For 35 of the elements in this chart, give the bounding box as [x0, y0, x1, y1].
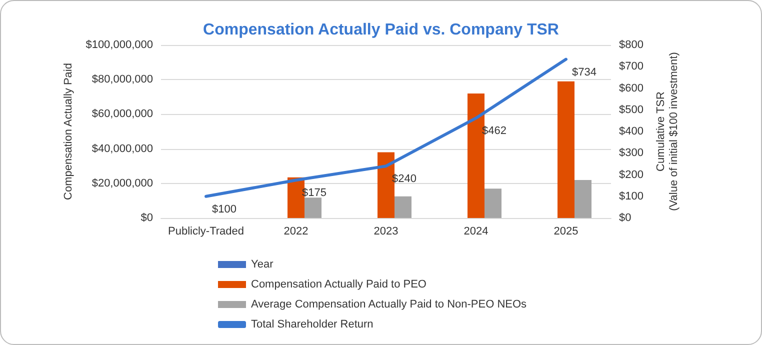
legend-label: Total Shareholder Return: [251, 318, 374, 330]
y-axis-title: Compensation Actually Paid: [62, 63, 74, 200]
y-tick-label: $20,000,000: [92, 177, 153, 190]
bar: [484, 188, 502, 218]
y-tick-label: $40,000,000: [92, 142, 153, 155]
bar: [394, 196, 412, 218]
y2-tick-label: $400: [619, 126, 644, 138]
y2-tick-label: $200: [619, 168, 644, 181]
data-label: $734: [572, 66, 596, 78]
y2-tick-label: $0: [619, 212, 632, 224]
data-label: $100: [212, 203, 236, 216]
legend-label: Year: [251, 258, 274, 270]
y2-axis-title: Cumulative TSR (Value of initial $100 investment): [654, 52, 680, 211]
x-tick-label: 2025: [554, 226, 578, 238]
x-tick-label: Publicly-Traded: [168, 226, 244, 238]
legend-label: Compensation Actually Paid to PEO: [251, 278, 427, 290]
y-tick-label: $0: [140, 212, 153, 224]
y2-tick-label: $500: [619, 104, 644, 116]
y-tick-label: $100,000,000: [86, 39, 153, 51]
x-tick-label: 2024: [464, 226, 488, 238]
x-tick-label: 2023: [374, 226, 398, 238]
legend-label: Average Compensation Actually Paid to Non-PEO NEOs: [251, 298, 528, 310]
chart-title: Compensation Actually Paid vs. Company TSR: [203, 22, 560, 38]
line-series: [204, 58, 568, 198]
y-tick-label: $60,000,000: [92, 108, 153, 120]
y2-tick-label: $300: [619, 147, 644, 160]
bar: [574, 180, 592, 218]
bar: [558, 81, 574, 218]
y2-tick-label: $100: [619, 190, 644, 202]
y2-tick-label: $600: [619, 82, 644, 94]
bar: [304, 198, 322, 218]
y2-tick-label: $700: [619, 60, 644, 73]
x-tick-label: 2022: [284, 226, 308, 238]
y2-tick-label: $800: [619, 39, 644, 51]
y-tick-label: $80,000,000: [92, 74, 153, 86]
